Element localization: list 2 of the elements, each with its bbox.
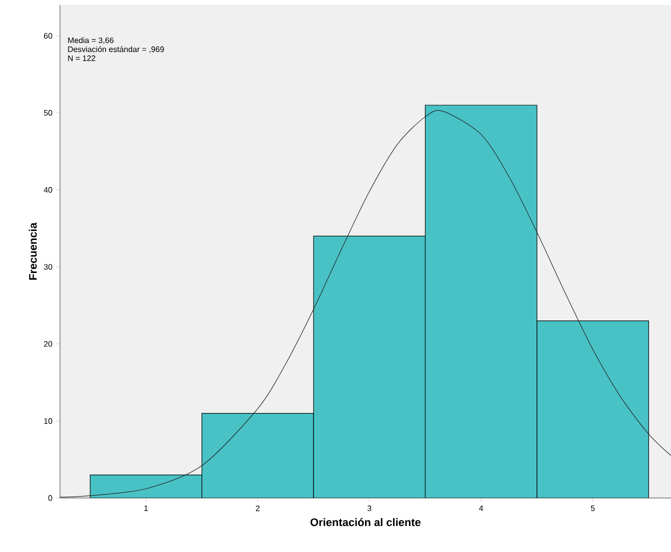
x-axis-title: Orientación al cliente bbox=[310, 518, 421, 526]
y-axis-title: Frecuencia bbox=[28, 222, 37, 280]
